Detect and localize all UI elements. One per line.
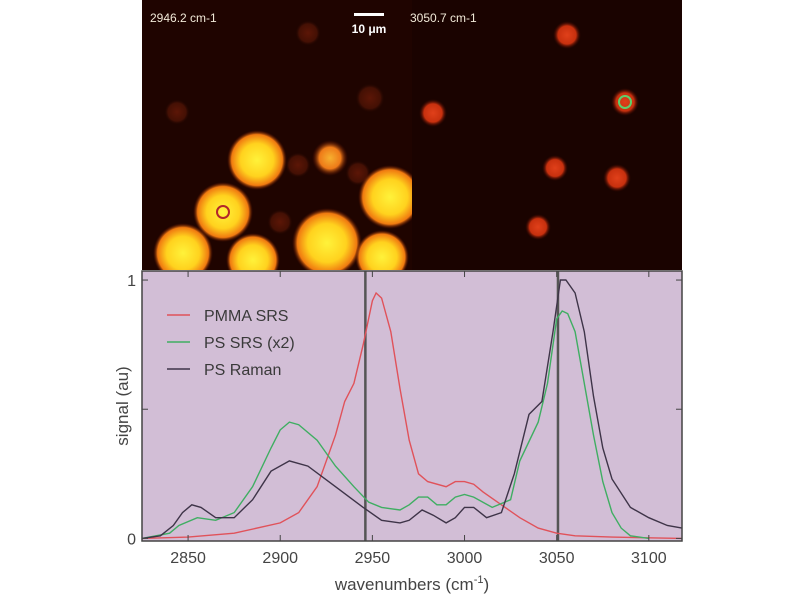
scale-bar bbox=[354, 13, 384, 16]
srs-image-right: 3050.7 cm-1 bbox=[410, 0, 682, 270]
x-tick-label: 2900 bbox=[262, 550, 298, 567]
series-line-1 bbox=[141, 310, 649, 540]
particle bbox=[358, 165, 412, 229]
particle bbox=[525, 214, 551, 240]
x-tick-label: 2950 bbox=[355, 550, 391, 567]
particle bbox=[292, 208, 362, 270]
x-tick-label: 3050 bbox=[539, 550, 575, 567]
legend-label: PS Raman bbox=[204, 362, 281, 379]
particle bbox=[193, 182, 253, 242]
y-tick-label: 0 bbox=[127, 531, 136, 548]
x-tick-label: 3000 bbox=[447, 550, 483, 567]
image-right-label: 3050.7 cm-1 bbox=[410, 11, 477, 25]
series-line-2 bbox=[141, 279, 683, 540]
particle bbox=[285, 152, 311, 178]
particle bbox=[227, 130, 287, 190]
roi-marker-right bbox=[618, 95, 632, 109]
legend-label: PMMA SRS bbox=[204, 308, 288, 325]
x-tick-label: 3100 bbox=[631, 550, 667, 567]
legend-label: PS SRS (x2) bbox=[204, 335, 295, 352]
image-left-label: 2946.2 cm-1 bbox=[150, 11, 217, 25]
scale-bar-label: 10 μm bbox=[352, 22, 387, 36]
particle bbox=[312, 140, 348, 176]
particle bbox=[355, 230, 409, 270]
plot-frame bbox=[141, 270, 683, 542]
particle bbox=[226, 233, 280, 270]
particle bbox=[603, 164, 631, 192]
y-axis-label: signal (au) bbox=[113, 366, 132, 445]
roi-marker-left bbox=[216, 205, 230, 219]
particle bbox=[542, 155, 568, 181]
x-axis-label: wavenumbers (cm-1) bbox=[334, 574, 489, 594]
particle bbox=[355, 83, 385, 113]
particle bbox=[153, 223, 213, 270]
series-line-0 bbox=[141, 291, 683, 540]
particle bbox=[164, 99, 190, 125]
particle bbox=[553, 21, 581, 49]
x-tick-label: 2850 bbox=[170, 550, 206, 567]
x-axis-label-superscript: -1 bbox=[474, 574, 484, 586]
y-tick-label: 1 bbox=[127, 273, 136, 290]
srs-image-left: 2946.2 cm-1 bbox=[142, 0, 412, 270]
particle bbox=[295, 20, 321, 46]
particle bbox=[419, 99, 447, 127]
plot-area bbox=[142, 271, 682, 541]
particle bbox=[611, 88, 639, 116]
particle bbox=[267, 209, 293, 235]
spectrum-chart: 2850 2900 2950 3000 3050 3100 0 1 wavenumbers (c… bbox=[113, 270, 683, 594]
